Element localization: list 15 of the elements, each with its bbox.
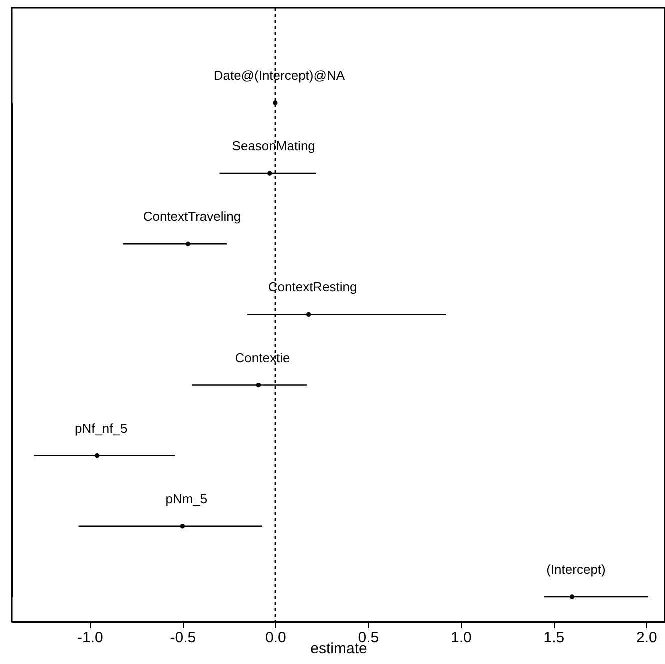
x-tick-label: 1.0 — [451, 630, 472, 646]
y-tick-label: ContextResting — [268, 280, 358, 295]
y-tick-label: ContextTraveling — [143, 209, 242, 224]
x-tick-label: -1.0 — [77, 630, 104, 646]
y-tick-label: Contextie — [235, 350, 290, 366]
x-tick-label: 2.0 — [636, 630, 658, 646]
y-tick-label: (Intercept) — [546, 562, 606, 577]
y-tick-label: Date@(Intercept)@NA — [214, 68, 346, 83]
x-tick-label: 0.5 — [358, 630, 380, 646]
x-tick-label: 1.5 — [544, 630, 565, 646]
x-tick-label: -0.5 — [170, 630, 196, 646]
y-tick-label: pNf_nf_5 — [74, 420, 128, 436]
y-tick-label: pNm_5 — [166, 491, 208, 506]
x-tick-label: 0.0 — [265, 630, 286, 646]
y-tick-label: SeasonMating — [232, 138, 316, 154]
